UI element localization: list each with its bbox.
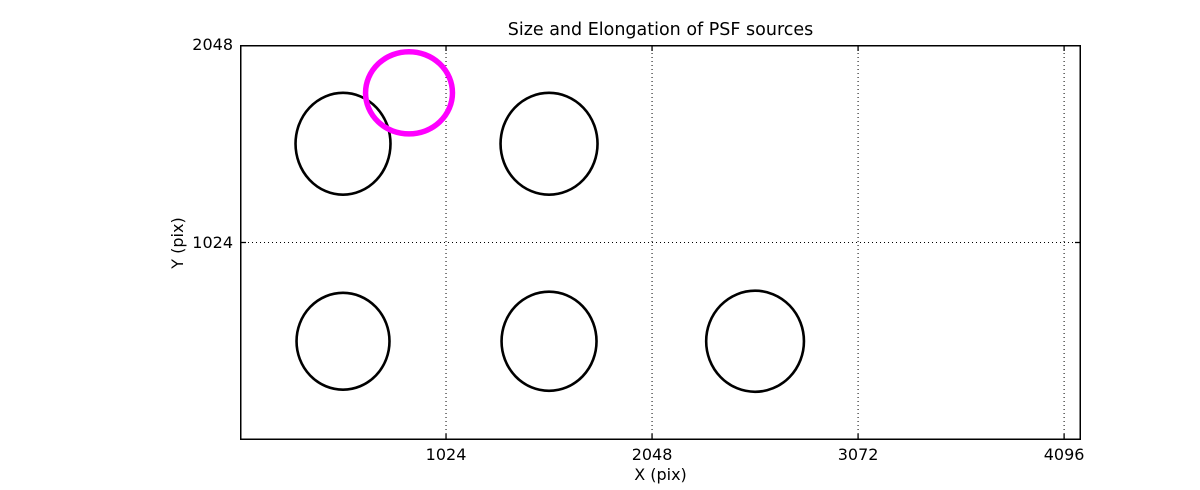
psf-source-4: [500, 290, 598, 393]
x-tick-label-1024: 1024: [425, 445, 467, 464]
x-tick-label-2048: 2048: [631, 445, 673, 464]
plot-title: Size and Elongation of PSF sources: [507, 20, 814, 40]
y-tick-label-1024: 1024: [192, 232, 233, 252]
plot-area: [240, 44, 1081, 440]
x-tick-label-4096: 4096: [1043, 445, 1085, 464]
reference-circle: [362, 49, 456, 137]
axes-frame: [240, 45, 1081, 440]
y-tick-label-2048: 2048: [192, 35, 233, 54]
psf-source-3: [295, 291, 391, 391]
plot-canvas: [240, 44, 1081, 440]
psf-source-5: [704, 289, 806, 394]
psf-source-2: [499, 91, 599, 196]
x-axis-label: X (pix): [634, 465, 687, 484]
x-tick-label-3072: 3072: [837, 445, 879, 464]
psf-source-1: [294, 91, 392, 196]
